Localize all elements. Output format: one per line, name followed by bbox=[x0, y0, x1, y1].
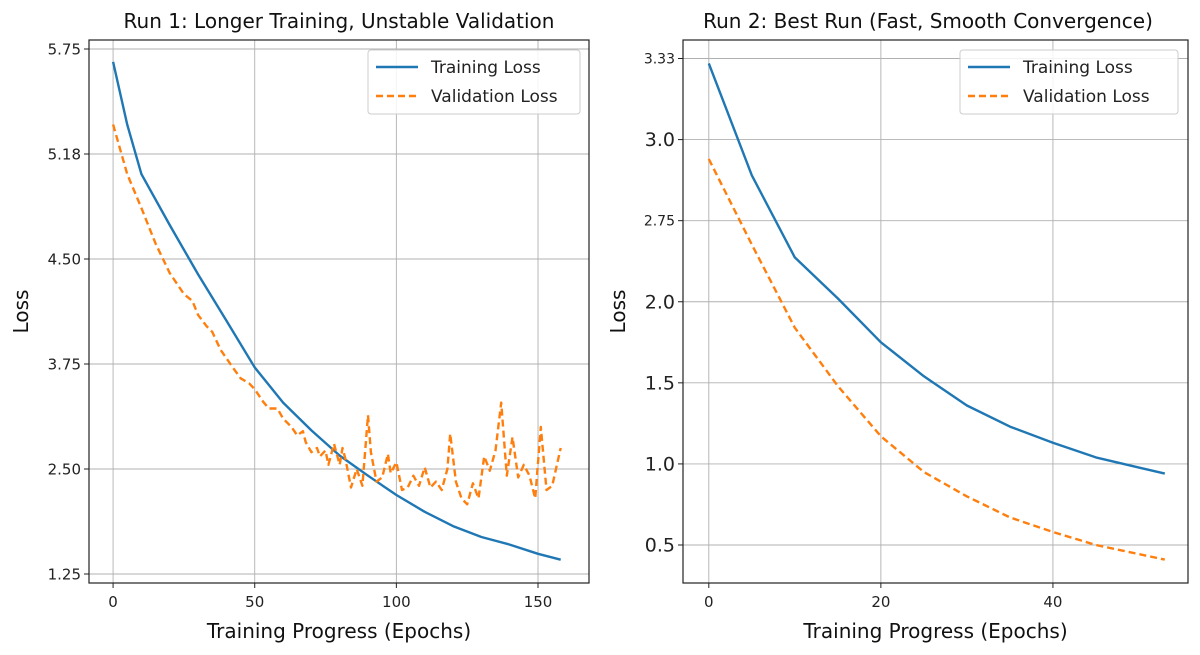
legend: Training Loss Validation Loss bbox=[959, 49, 1179, 115]
chart-title: Run 2: Best Run (Fast, Smooth Convergenc… bbox=[703, 9, 1153, 33]
training-loss-line bbox=[111, 61, 562, 561]
x-tick-label: 40 bbox=[1043, 593, 1062, 611]
training-loss-line bbox=[707, 62, 1166, 475]
y-tick-label: 2.75 bbox=[644, 214, 675, 230]
y-tick-label: 3.0 bbox=[645, 129, 675, 151]
legend-box bbox=[367, 49, 581, 115]
legend-label: Training Loss bbox=[1022, 58, 1133, 78]
validation-loss-line bbox=[111, 124, 562, 506]
y-tick-label: 3.33 bbox=[644, 51, 675, 67]
legend-box bbox=[959, 49, 1179, 115]
x-tick-label: 0 bbox=[108, 593, 118, 611]
x-axis-label: Training Progress (Epochs) bbox=[206, 619, 471, 643]
x-tick-label: 20 bbox=[871, 593, 890, 611]
subplot-1: 0 50 100 150 1.25 2.50 3.75 4.50 5.18 5.75 Run 1: … bbox=[9, 9, 590, 643]
y-tick-label: 3.75 bbox=[48, 355, 81, 373]
legend-label: Training Loss bbox=[430, 58, 541, 78]
legend-label: Validation Loss bbox=[431, 87, 558, 107]
y-axis-label: Loss bbox=[9, 290, 33, 334]
axes-frame bbox=[88, 39, 590, 584]
x-tick-label: 50 bbox=[245, 593, 264, 611]
validation-loss-line bbox=[707, 158, 1166, 561]
y-tick-label: 0.5 bbox=[645, 535, 675, 557]
y-tick-label: 1.0 bbox=[645, 454, 675, 476]
y-tick-label: 4.50 bbox=[48, 250, 81, 268]
x-axis-label: Training Progress (Epochs) bbox=[802, 619, 1067, 643]
axes-frame bbox=[682, 39, 1189, 584]
legend: Training Loss Validation Loss bbox=[367, 49, 581, 115]
y-tick-label: 2.50 bbox=[48, 460, 81, 478]
y-tick-label: 2.0 bbox=[645, 291, 675, 313]
y-tick-label: 5.18 bbox=[48, 145, 81, 163]
x-tick-label: 100 bbox=[382, 593, 411, 611]
y-axis-label: Loss bbox=[606, 290, 630, 334]
x-tick-label: 0 bbox=[704, 593, 714, 611]
y-tick-label: 5.75 bbox=[48, 40, 81, 58]
legend-label: Validation Loss bbox=[1023, 87, 1150, 107]
y-tick-label: 1.25 bbox=[48, 565, 81, 583]
y-tick-label: 1.5 bbox=[645, 372, 675, 394]
subplot-2: 0 20 40 0.5 1.0 1.5 2.0 2.75 3.0 3.33 Run 2: Best … bbox=[606, 9, 1189, 643]
chart-title: Run 1: Longer Training, Unstable Validat… bbox=[124, 9, 555, 33]
x-tick-label: 150 bbox=[524, 593, 553, 611]
